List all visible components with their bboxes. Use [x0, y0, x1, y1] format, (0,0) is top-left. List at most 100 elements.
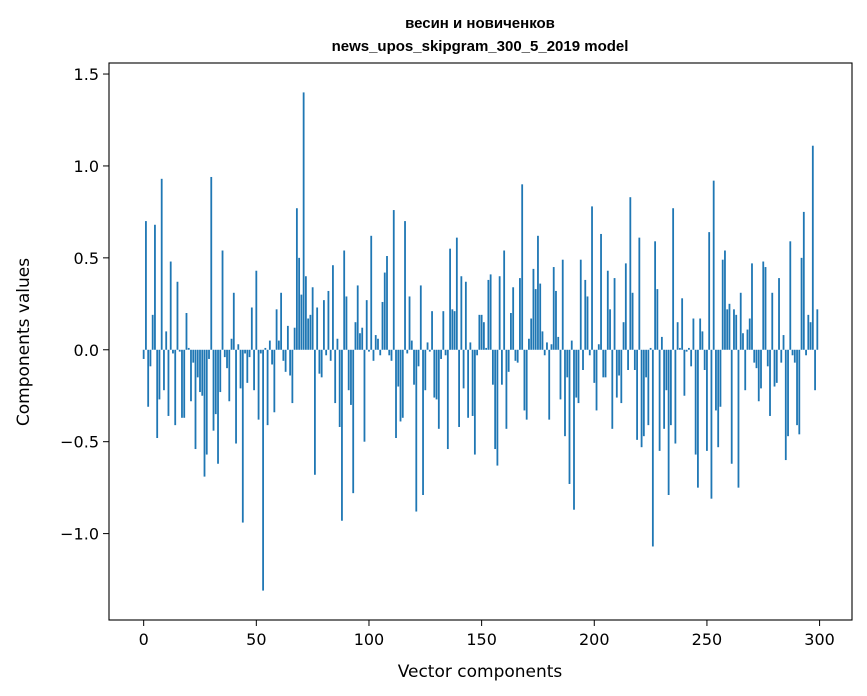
bar [422, 349, 424, 495]
y-tick-label: 0.5 [74, 249, 99, 268]
bar [235, 349, 237, 444]
bar [681, 298, 684, 350]
bar [406, 349, 409, 354]
bar [226, 349, 228, 369]
bar [341, 349, 343, 521]
bar [633, 349, 636, 370]
bar [604, 349, 607, 378]
bar [755, 349, 758, 369]
bar [559, 349, 562, 400]
bar [588, 349, 591, 356]
bar [332, 265, 334, 350]
bar [370, 235, 373, 350]
bar [311, 287, 314, 350]
bar [487, 279, 490, 350]
bar [239, 349, 242, 389]
bar [773, 349, 776, 387]
bar [618, 349, 620, 376]
bar [730, 349, 733, 464]
bar [570, 340, 573, 350]
bar [539, 283, 542, 350]
bar [548, 349, 551, 420]
bar [678, 347, 681, 350]
bar [798, 349, 801, 435]
bar [512, 287, 515, 350]
bar [451, 309, 454, 350]
bar [460, 276, 463, 350]
bar [577, 349, 580, 404]
bar [636, 349, 638, 440]
bar [264, 347, 267, 350]
bar [780, 349, 783, 363]
bar [638, 237, 641, 350]
bar [154, 224, 156, 350]
bar [257, 349, 260, 420]
bar [809, 322, 812, 350]
bar [737, 349, 740, 488]
bar [277, 340, 280, 350]
bar [190, 349, 192, 402]
bar [694, 349, 697, 455]
plot-frame [108, 62, 853, 621]
bar [543, 349, 546, 356]
bar [424, 349, 427, 391]
bar [805, 349, 807, 356]
bars-group [142, 92, 819, 591]
bar [172, 349, 174, 354]
bar [280, 292, 283, 350]
bar [525, 349, 528, 420]
bar [192, 349, 195, 363]
bar [552, 267, 555, 350]
bar [462, 349, 465, 389]
bar [586, 296, 589, 350]
bar [350, 349, 352, 405]
bar [248, 349, 251, 358]
bar [241, 349, 244, 523]
bar [595, 349, 598, 411]
bar [606, 270, 609, 350]
bar [262, 349, 264, 591]
x-tick-label: 250 [692, 630, 723, 649]
bar [645, 349, 647, 378]
bar [663, 349, 666, 429]
bar [791, 349, 794, 356]
bar [392, 210, 395, 350]
bar [629, 197, 632, 350]
bar [208, 349, 210, 359]
bar [237, 344, 240, 350]
bar [145, 221, 147, 350]
bar [163, 349, 165, 391]
bar [244, 349, 246, 354]
bar [710, 349, 713, 499]
bar [325, 349, 328, 356]
bar [505, 349, 508, 429]
bar [550, 344, 553, 350]
bar [667, 349, 670, 495]
bar [440, 349, 442, 359]
bar [368, 349, 370, 352]
bar [584, 279, 587, 350]
bar [602, 349, 605, 378]
bar [712, 180, 715, 350]
bar [546, 342, 548, 350]
bar [395, 349, 397, 439]
bar [361, 327, 364, 350]
y-tick-label: 1.0 [74, 157, 99, 176]
bar [174, 349, 177, 426]
bar [259, 349, 262, 354]
bar [582, 349, 584, 370]
bar [428, 349, 431, 352]
bar [503, 250, 506, 350]
bar [181, 349, 183, 418]
bar [728, 303, 731, 350]
bar [304, 276, 307, 350]
x-tick-label: 300 [804, 630, 835, 649]
bar [764, 267, 767, 350]
bar [674, 349, 677, 444]
bar [510, 313, 512, 350]
bar [647, 349, 650, 426]
bar [228, 349, 231, 402]
bar [165, 331, 168, 350]
bar [746, 329, 749, 350]
bar [541, 331, 544, 350]
